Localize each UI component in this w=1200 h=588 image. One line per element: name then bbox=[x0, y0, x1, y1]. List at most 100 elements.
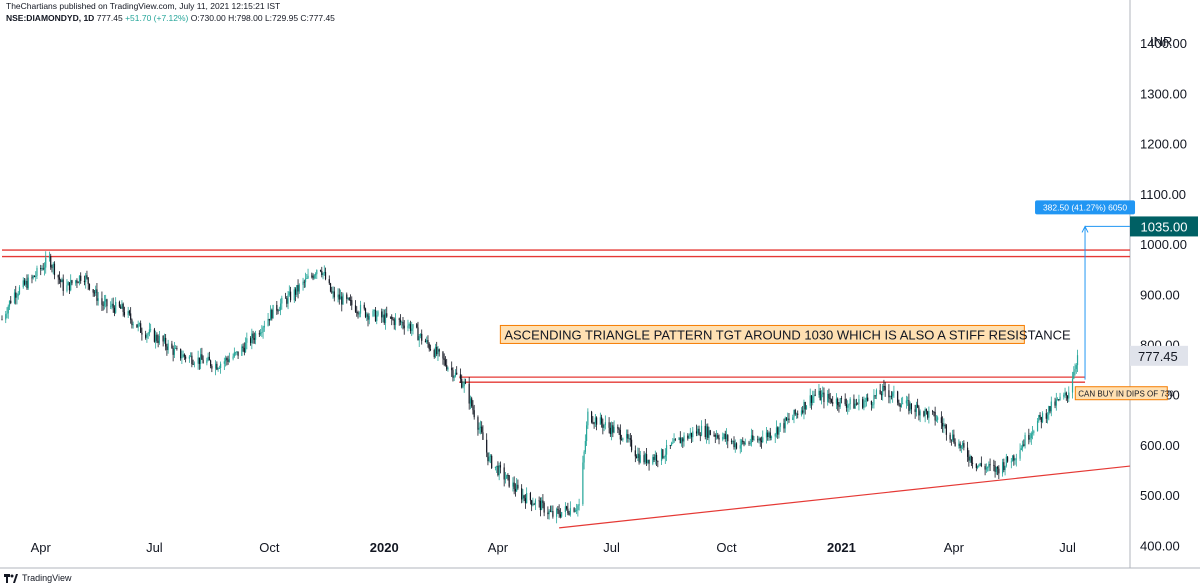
candle-body bbox=[1039, 414, 1041, 418]
candle-body bbox=[311, 275, 313, 277]
candle-body bbox=[1056, 399, 1059, 400]
candle-body bbox=[688, 435, 690, 439]
candle-body bbox=[173, 348, 175, 355]
candle-body bbox=[40, 267, 42, 270]
candle-body bbox=[486, 439, 488, 453]
candle-body bbox=[1058, 399, 1060, 400]
candle-body bbox=[517, 484, 519, 489]
y-tick-label: 500.00 bbox=[1140, 488, 1180, 503]
candle-body bbox=[734, 443, 736, 448]
candle-body bbox=[695, 431, 698, 434]
candle-body bbox=[932, 410, 934, 412]
candle-body bbox=[893, 391, 895, 393]
candle-body bbox=[22, 280, 24, 288]
candle-body bbox=[972, 462, 974, 464]
candle-body bbox=[928, 410, 930, 418]
candle-body bbox=[582, 462, 584, 505]
candle-body bbox=[462, 386, 464, 388]
candle-body bbox=[446, 365, 448, 370]
candle-body bbox=[374, 309, 377, 322]
candle-body bbox=[339, 296, 342, 300]
x-tick-label: Oct bbox=[259, 540, 280, 555]
candle-body bbox=[722, 436, 724, 440]
candle-body bbox=[933, 411, 935, 413]
candle-body bbox=[653, 456, 655, 460]
candle-body bbox=[316, 270, 318, 275]
candle-body bbox=[744, 442, 746, 445]
candle-body bbox=[655, 454, 658, 461]
candle-body bbox=[452, 370, 454, 378]
candle-body bbox=[909, 403, 911, 411]
candle-body bbox=[775, 427, 778, 434]
candle-body bbox=[208, 356, 210, 361]
candle-body bbox=[792, 417, 794, 420]
candle-body bbox=[6, 313, 8, 315]
candle-body bbox=[403, 325, 405, 329]
candle-body bbox=[36, 267, 38, 276]
candle-body bbox=[304, 278, 307, 283]
candle-body bbox=[521, 488, 523, 500]
candle-body bbox=[306, 278, 308, 279]
candle-body bbox=[927, 411, 929, 418]
candle-body bbox=[669, 445, 671, 446]
candle-body bbox=[424, 340, 427, 343]
candle-body bbox=[839, 398, 841, 407]
candle-body bbox=[674, 439, 676, 441]
candle-body bbox=[923, 411, 925, 416]
candle-body bbox=[121, 303, 123, 309]
candle-body bbox=[198, 357, 200, 364]
candle-body bbox=[1065, 392, 1067, 396]
candle-body bbox=[88, 283, 91, 290]
candle-body bbox=[733, 440, 735, 448]
candle-body bbox=[258, 333, 260, 335]
candle-body bbox=[765, 432, 768, 438]
candle-body bbox=[529, 492, 531, 501]
candle-body bbox=[87, 277, 89, 284]
candle-body bbox=[95, 289, 97, 293]
candle-body bbox=[855, 403, 858, 405]
candle-body bbox=[1006, 456, 1009, 462]
candle-body bbox=[128, 311, 131, 314]
candle-body bbox=[141, 332, 143, 335]
last-price: 777.45 bbox=[96, 13, 123, 23]
candle-body bbox=[71, 280, 73, 284]
candle-body bbox=[412, 324, 414, 329]
candle-body bbox=[331, 291, 333, 293]
candle-body bbox=[399, 319, 402, 323]
candle-body bbox=[917, 404, 919, 408]
x-tick-label: Jul bbox=[1059, 540, 1076, 555]
candle-body bbox=[699, 435, 701, 436]
y-tick-label: 400.00 bbox=[1140, 538, 1180, 553]
candle-body bbox=[628, 438, 630, 439]
candle-body bbox=[398, 318, 400, 320]
candle-body bbox=[67, 282, 69, 286]
candle-body bbox=[596, 417, 598, 425]
candle-body bbox=[491, 455, 493, 468]
candle-body bbox=[289, 291, 292, 301]
candle-body bbox=[1001, 462, 1004, 474]
candle-body bbox=[347, 297, 349, 299]
candle-body bbox=[85, 275, 87, 283]
candle-body bbox=[1020, 448, 1022, 451]
candle-body bbox=[348, 297, 350, 301]
candle-body bbox=[207, 356, 209, 361]
candle-body bbox=[411, 328, 413, 331]
candle-body bbox=[354, 305, 357, 312]
candle-body bbox=[779, 423, 781, 427]
candle-body bbox=[748, 442, 750, 444]
candle-body bbox=[296, 285, 298, 295]
candle-body bbox=[359, 304, 362, 314]
candle-body bbox=[58, 277, 61, 280]
candle-body bbox=[989, 464, 991, 466]
candle-body bbox=[210, 360, 212, 366]
ohlc-values: O:730.00 H:798.00 L:729.95 C:777.45 bbox=[190, 13, 335, 23]
candle-body bbox=[770, 436, 773, 438]
candle-body bbox=[373, 309, 375, 311]
dip-note-box bbox=[1074, 386, 1168, 401]
candle-body bbox=[760, 440, 763, 443]
candle-body bbox=[402, 321, 404, 326]
candle-body bbox=[849, 398, 851, 405]
candle-body bbox=[468, 383, 470, 404]
candle-body bbox=[442, 351, 444, 359]
